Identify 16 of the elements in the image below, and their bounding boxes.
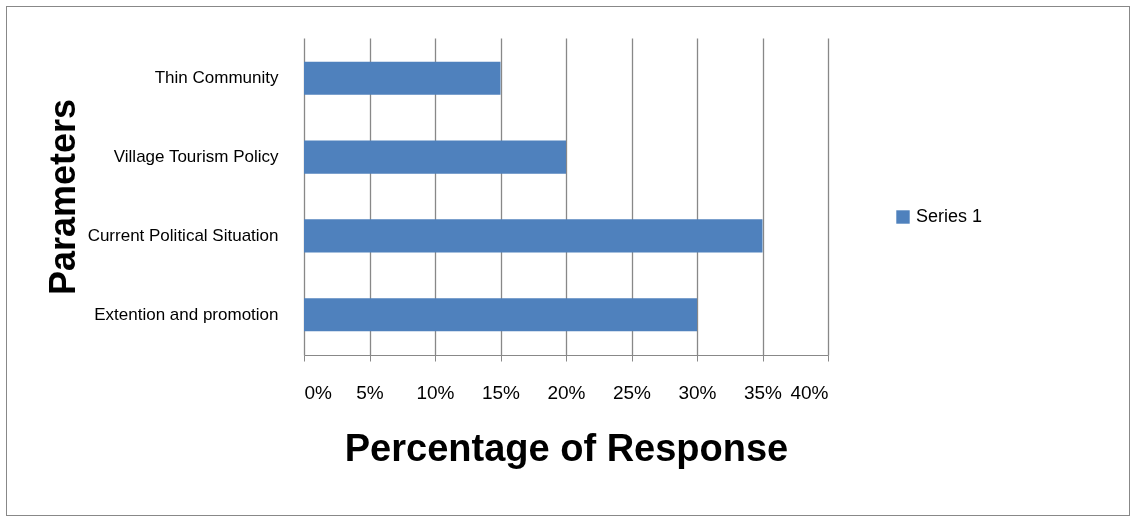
legend-label: Series 1 (916, 206, 983, 226)
x-tick-label: 35% (743, 381, 783, 403)
y-tick-label: Current Political Situation (87, 225, 279, 245)
y-tick-label: Extention and promotion (94, 304, 279, 324)
x-tick-label: 30% (678, 381, 717, 403)
x-tick-label: 40% (790, 381, 829, 403)
x-tick-label: 0% (304, 381, 333, 403)
y-axis-title: Parameters (41, 98, 83, 296)
x-tick-label: 20% (547, 381, 586, 403)
y-tick-label: Thin Community (154, 68, 279, 88)
x-tick-label: 10% (416, 381, 455, 403)
x-axis-title: Percentage of Response (344, 426, 789, 469)
x-tick-label: 25% (612, 381, 652, 403)
y-tick-label: Village Tourism Policy (113, 147, 279, 167)
x-tick-label: 15% (481, 381, 521, 403)
x-tick-label: 5% (356, 381, 384, 403)
